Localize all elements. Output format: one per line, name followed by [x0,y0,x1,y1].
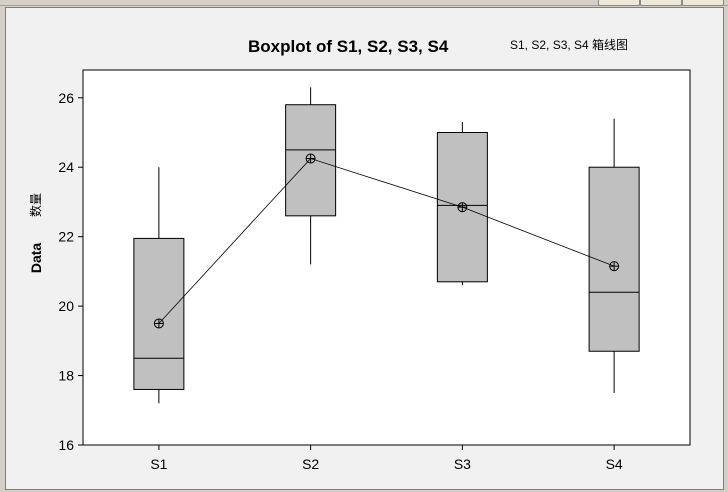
y-tick-label: 22 [58,229,74,245]
y-axis-label-secondary: 数量 [28,193,43,217]
x-axis: S1 S2 S3 S4 [150,445,623,472]
x-tick-label-s2: S2 [302,456,319,472]
window-top-edge [0,0,728,6]
mean-connect-line [158,158,615,324]
chart-title: Boxplot of S1, S2, S3, S4 [248,37,449,56]
box-s1 [133,167,185,404]
y-axis: 16 18 20 22 24 26 [58,90,83,453]
y-tick-label: 20 [58,298,74,314]
boxplot-chart: Boxplot of S1, S2, S3, S4 S1, S2, S3, S4… [28,37,691,472]
x-tick-label-s1: S1 [150,456,167,472]
window-minimize-button[interactable] [598,0,640,6]
y-tick-label: 18 [58,368,74,384]
mean-symbol-s2 [305,153,316,164]
mean-layer [153,153,620,329]
chart-subtitle: S1, S2, S3, S4 箱线图 [510,37,628,52]
y-axis-label: Data [28,243,44,274]
x-tick-label-s4: S4 [606,456,623,472]
window-maximize-button[interactable] [640,0,682,6]
mean-symbol-s3 [457,202,468,213]
boxes-layer [133,87,640,404]
y-tick-label: 26 [58,90,74,106]
window-close-button[interactable] [682,0,724,6]
iqr-box [588,166,640,352]
box-s4 [588,118,640,393]
mean-symbol-s1 [153,318,164,329]
y-tick-label: 24 [58,159,74,175]
graph-region: Boxplot of S1, S2, S3, S4 S1, S2, S3, S4… [5,7,724,490]
mean-symbol-s4 [609,261,620,272]
iqr-box [133,237,185,390]
x-tick-label-s3: S3 [454,456,471,472]
y-tick-label: 16 [58,437,74,453]
